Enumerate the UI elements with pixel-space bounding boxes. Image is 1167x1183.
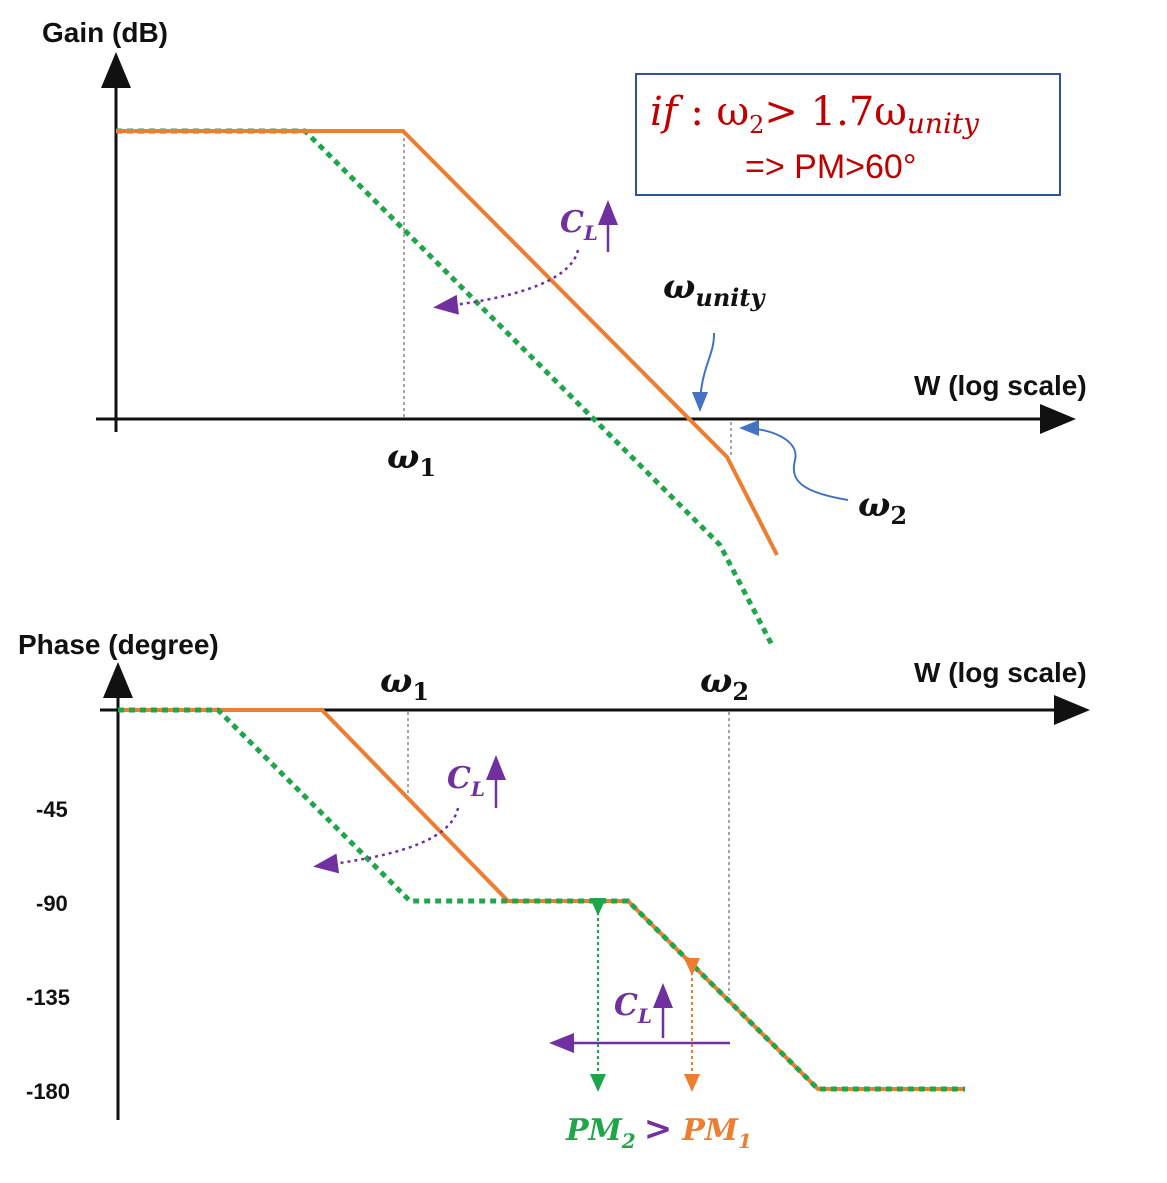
phase-tick-135: -135	[26, 985, 70, 1010]
condition-line1: if : ω2> 1.7ωunity	[650, 89, 980, 140]
gain-w2-label: ω2	[858, 485, 907, 530]
wunity-label: ωunity	[663, 267, 766, 312]
phase-tick-180: -180	[26, 1079, 70, 1104]
gain-w1-label: ω1	[387, 437, 436, 482]
phase-w2-label: ω2	[700, 661, 749, 706]
phase-x-label: W (log scale)	[914, 657, 1087, 688]
phase-cl2-label: CL	[614, 988, 652, 1028]
wunity-pointer-arrow	[692, 332, 716, 412]
phase-cl-shift-arrow	[313, 807, 460, 874]
gain-curve-orange	[116, 129, 779, 556]
condition-line2: => PM>60°	[745, 148, 916, 186]
phase-cl-label: CL	[447, 761, 485, 801]
gain-plot: Gain (dB) W (log scale) ω1 ωunity ω2 CL …	[42, 17, 1087, 647]
phase-curve-green	[118, 707, 965, 1092]
phase-tick-45: -45	[36, 797, 68, 822]
pm-comparison: PM2 > PM1	[565, 1109, 752, 1153]
gain-y-label: Gain (dB)	[42, 17, 168, 48]
phase-y-label: Phase (degree)	[18, 629, 219, 660]
phase-curve-orange	[118, 708, 965, 1091]
condition-box	[635, 73, 1061, 196]
gain-x-label: W (log scale)	[914, 370, 1087, 401]
w2-pointer-arrow	[739, 420, 849, 501]
phase-tick-90: -90	[36, 891, 68, 916]
gain-cl-shift-arrow	[433, 249, 580, 315]
gain-curve-green	[116, 128, 775, 647]
phase-plot: Phase (degree) W (log scale) -45 -90 -13…	[18, 629, 1090, 1153]
phase-w1-label: ω1	[380, 661, 429, 706]
gain-cl-label: CL	[560, 205, 598, 245]
